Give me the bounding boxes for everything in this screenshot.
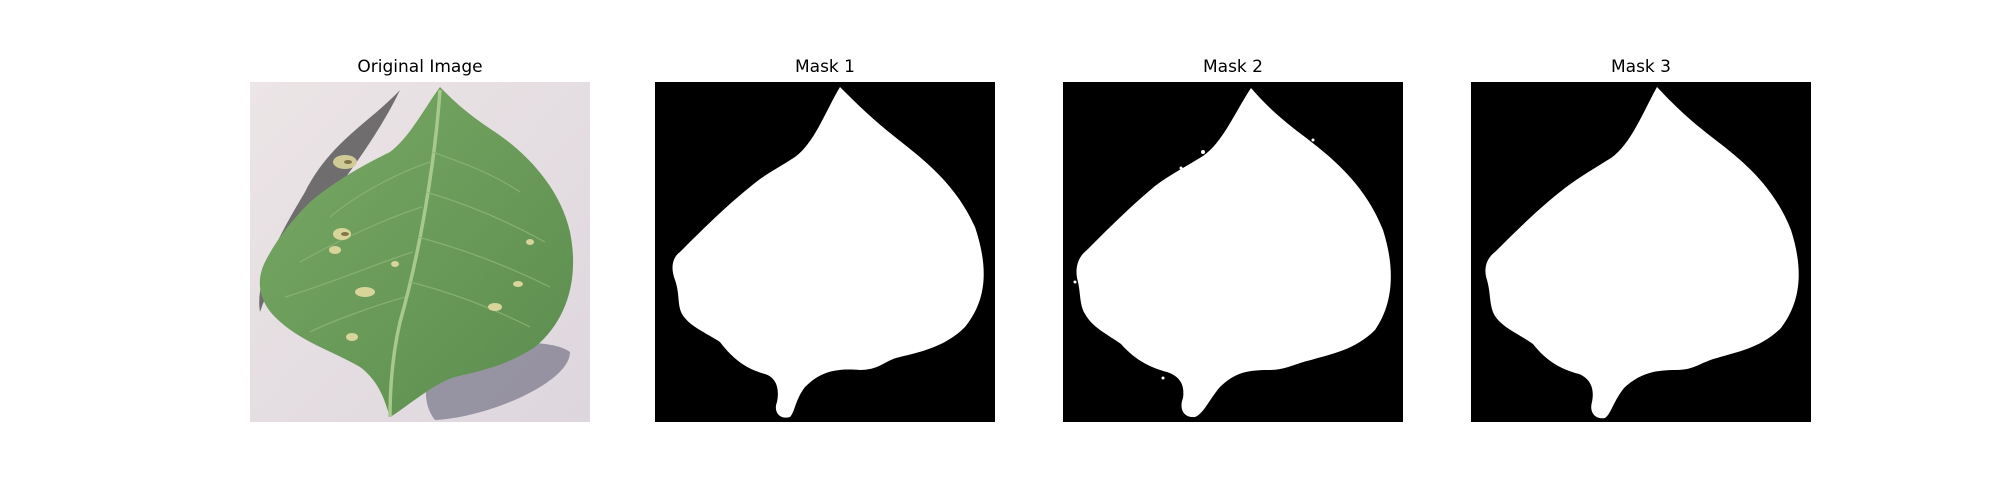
panel-title: Original Image xyxy=(357,57,483,77)
leaf-spot-centers xyxy=(341,160,352,236)
panel-title: Mask 3 xyxy=(1610,57,1671,77)
leaf-photo-svg xyxy=(250,82,590,422)
mask-3-image xyxy=(1471,82,1811,422)
mask-shape xyxy=(1485,87,1799,419)
panel-mask-1: Mask 1 xyxy=(655,52,995,422)
mask-1-svg xyxy=(655,82,995,422)
panel-title: Mask 1 xyxy=(794,57,855,77)
leaf-spots xyxy=(329,155,534,341)
leaf-photo xyxy=(250,82,590,422)
leaf-midrib xyxy=(388,89,442,418)
leaf-veins xyxy=(284,151,551,333)
mask-shape xyxy=(672,87,984,418)
mask-2-image xyxy=(1063,82,1403,422)
mask-2-svg xyxy=(1063,82,1403,422)
panel-title: Mask 2 xyxy=(1202,57,1263,77)
leaf-shadow-left xyxy=(259,90,400,312)
mask-shape xyxy=(1076,88,1391,418)
mask-3-svg xyxy=(1471,82,1811,422)
mask-1-image xyxy=(655,82,995,422)
panel-mask-2: Mask 2 xyxy=(1063,52,1403,422)
mask-noise xyxy=(1073,138,1387,412)
panel-mask-3: Mask 3 xyxy=(1471,52,1811,422)
panel-original-image: Original Image xyxy=(250,52,590,422)
